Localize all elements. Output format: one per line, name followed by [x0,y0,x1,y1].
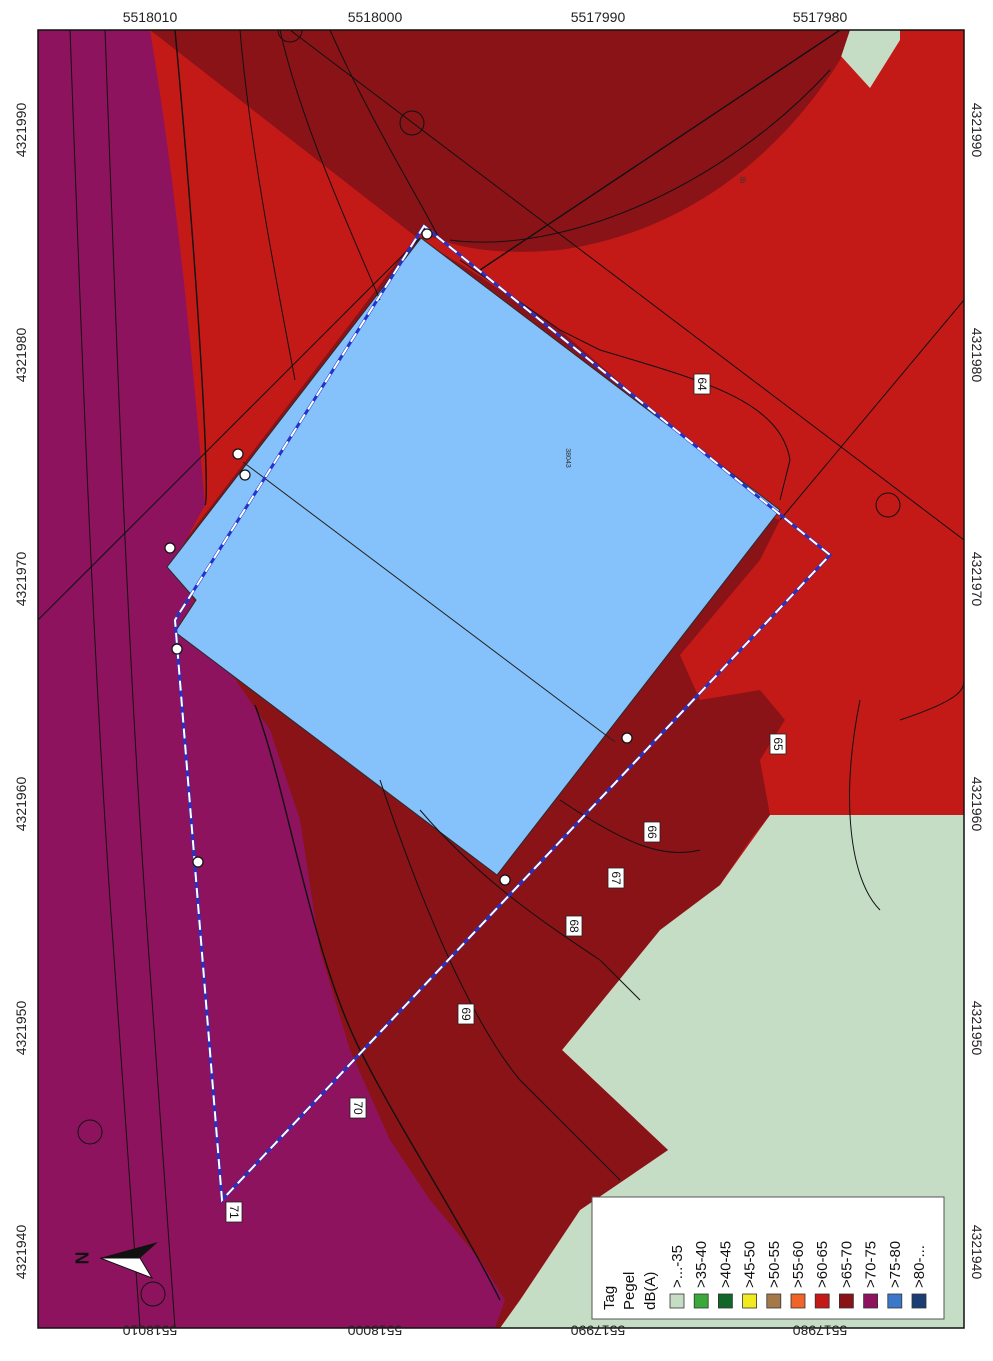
bottom-tick: 5517990 [571,1323,626,1339]
legend-label: >35-40 [693,1241,710,1288]
left-tick: 4321990 [13,103,29,158]
contour-label-64: 64 [695,377,709,391]
right-tick: 4321950 [969,1001,985,1056]
legend-swatch [863,1293,878,1309]
legend-swatch [887,1293,903,1309]
left-tick: 4321970 [13,552,29,607]
right-tick: 4321970 [969,552,985,607]
left-tick: 4321960 [13,777,29,832]
contour-label-69: 69 [459,1007,473,1021]
legend-items: >...-35 >35-40 >40-45 >45-50 >50-55 >55-60 >60… [669,1241,928,1309]
right-tick: 4321980 [969,328,985,383]
contour-label-70: 70 [351,1101,365,1115]
map-area [38,30,964,1328]
right-tick: 4321990 [969,103,985,158]
legend-swatch [693,1293,709,1309]
bottom-tick: 5517980 [793,1323,848,1339]
left-tick: 4321950 [13,1001,29,1056]
zone-70-75 [38,30,505,1328]
legend-swatch [766,1293,782,1309]
bottom-tick: 5518000 [348,1323,403,1339]
receiver-markers [164,228,633,886]
bottom-axis: 5518010 5518000 5517990 5517980 [123,1323,848,1339]
legend-unit: dB(A) [642,1272,659,1310]
legend-label: >...-35 [669,1245,686,1288]
legend-swatch [839,1293,854,1309]
legend-label: >50-55 [766,1241,783,1288]
legend-swatch [669,1293,685,1309]
contour-labels: 64 65 66 67 68 69 70 71 [225,373,787,1223]
legend-swatch [742,1293,757,1309]
legend-label: >45-50 [742,1241,759,1288]
building-label: 38043 [564,448,571,468]
north-arrow-icon: N [71,1242,158,1279]
legend-label: >60-65 [814,1241,831,1288]
contour-label-65: 65 [771,737,785,751]
small-label: Ib [738,177,747,184]
right-tick: 4321940 [969,1225,985,1280]
contour-label-71: 71 [227,1205,241,1219]
legend-swatch [814,1293,830,1309]
contour-label-67: 67 [609,871,623,885]
top-axis: 5518010 5518000 5517990 5517980 [123,9,848,25]
legend-label: >80-... [911,1245,928,1288]
contour-label-66: 66 [645,825,659,839]
right-axis: 4321990 4321980 4321970 4321960 4321950 … [969,103,985,1280]
legend-swatch [911,1293,927,1309]
long-lines [174,30,841,1301]
legend-swatch [790,1293,806,1309]
reference-lines [38,30,964,1307]
legend: Tag Pegel dB(A) >...-35 >35-40 >40-45 >45-5… [591,1196,945,1320]
top-tick: 5518000 [348,9,403,25]
legend-subtitle: Pegel [621,1272,638,1310]
left-tick: 4321940 [13,1225,29,1280]
top-tick: 5517990 [571,9,626,25]
top-tick: 5518010 [123,9,178,25]
zone-low-top-right [840,30,900,88]
contour-label-68: 68 [567,919,581,933]
legend-label: >55-60 [790,1241,807,1288]
legend-label: >70-75 [863,1241,880,1288]
left-tick: 4321980 [13,328,29,383]
legend-label: >75-80 [887,1241,904,1288]
legend-swatch [718,1293,733,1309]
left-axis: 4321990 4321980 4321970 4321960 4321950 … [13,103,29,1280]
legend-title: Tag [601,1286,618,1310]
right-tick: 4321960 [969,777,985,832]
top-tick: 5517980 [793,9,848,25]
north-label: N [71,1252,91,1265]
legend-label: >65-70 [838,1241,855,1288]
legend-label: >40-45 [717,1241,734,1288]
bottom-tick: 5518010 [123,1323,178,1339]
